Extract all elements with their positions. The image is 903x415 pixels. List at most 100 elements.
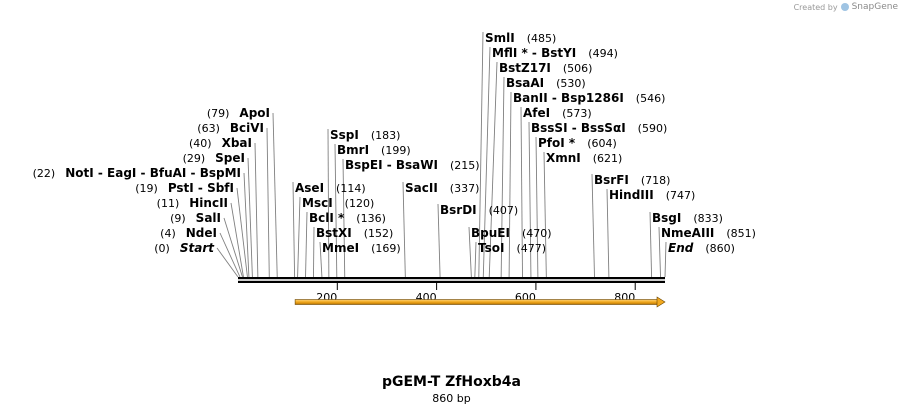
site-label[interactable]: NmeAIII (851)	[661, 226, 756, 240]
enzyme-name[interactable]: SpeI	[215, 151, 245, 165]
site-label[interactable]: BsrFI (718)	[594, 173, 670, 187]
enzyme-name[interactable]: BstZ17I	[499, 61, 551, 75]
site-label[interactable]: (4) NdeI	[160, 226, 217, 240]
site-position: (506)	[563, 62, 593, 75]
enzyme-name[interactable]: BstXI	[316, 226, 352, 240]
enzyme-name[interactable]: BsrFI	[594, 173, 629, 187]
site-label[interactable]: BspEI - BsaWI (215)	[345, 158, 480, 172]
site-label[interactable]: MscI (120)	[302, 196, 374, 210]
site-label[interactable]: BssSI - BssSαI (590)	[531, 121, 667, 135]
enzyme-name[interactable]: XmnI	[546, 151, 581, 165]
enzyme-name[interactable]: SspI	[330, 128, 359, 142]
site-label[interactable]: End (860)	[668, 241, 735, 255]
enzyme-name[interactable]: MmeI	[322, 241, 359, 255]
site-label[interactable]: (0) Start	[154, 241, 215, 255]
site-position: (11)	[157, 197, 180, 210]
site-position: (199)	[381, 144, 411, 157]
enzyme-name[interactable]: MflI * - BstYI	[492, 46, 576, 60]
site-label[interactable]: BpuEI (470)	[471, 226, 552, 240]
site-position: (120)	[345, 197, 375, 210]
site-position: (851)	[726, 227, 756, 240]
site-label[interactable]: (9) SalI	[170, 211, 221, 225]
feature-arrow[interactable]	[294, 296, 666, 308]
enzyme-name[interactable]: BssSI - BssSαI	[531, 121, 626, 135]
enzyme-name[interactable]: BanII - Bsp1286I	[513, 91, 624, 105]
site-position: (573)	[562, 107, 592, 120]
site-position: (747)	[666, 189, 696, 202]
svg-text:BssSI - BssSαI(590): BssSI - BssSαI (590)	[531, 121, 667, 135]
site-label[interactable]: (29) SpeI	[183, 151, 245, 165]
site-label[interactable]: AseI (114)	[295, 181, 366, 195]
site-label[interactable]: MmeI (169)	[322, 241, 401, 255]
enzyme-name[interactable]: BmrI	[337, 143, 369, 157]
site-label[interactable]: BmrI (199)	[337, 143, 411, 157]
site-position: (530)	[556, 77, 586, 90]
enzyme-name[interactable]: AseI	[295, 181, 324, 195]
sequence-marker-name[interactable]: Start	[180, 241, 215, 255]
site-position: (407)	[489, 204, 519, 217]
site-label[interactable]: BstXI (152)	[316, 226, 393, 240]
leader-line	[236, 187, 248, 278]
enzyme-name[interactable]: BciVI	[230, 121, 264, 135]
site-label[interactable]: (40) XbaI	[189, 136, 252, 150]
site-label[interactable]: (79) ApoI	[207, 106, 270, 120]
enzyme-name[interactable]: TsoI	[478, 241, 504, 255]
enzyme-name[interactable]: HindIII	[609, 188, 654, 202]
site-label[interactable]: AfeI (573)	[523, 106, 592, 120]
site-label[interactable]: BsaAI (530)	[506, 76, 586, 90]
feature-arrowhead[interactable]	[656, 296, 666, 308]
enzyme-name[interactable]: XbaI	[222, 136, 252, 150]
site-position: (63)	[197, 122, 220, 135]
svg-text:(79)ApoI: (79) ApoI	[207, 106, 270, 120]
enzyme-name[interactable]: MscI	[302, 196, 333, 210]
leader-line	[474, 241, 477, 278]
enzyme-name[interactable]: BspEI - BsaWI	[345, 158, 438, 172]
enzyme-name[interactable]: BsrDI	[440, 203, 477, 217]
site-label[interactable]: MflI * - BstYI (494)	[492, 46, 618, 60]
site-label[interactable]: BsrDI (407)	[440, 203, 518, 217]
site-label[interactable]: BstZ17I (506)	[499, 61, 592, 75]
site-label[interactable]: (11) HincII	[157, 196, 228, 210]
enzyme-name[interactable]: BsgI	[652, 211, 681, 225]
enzyme-name[interactable]: BclI *	[309, 211, 345, 225]
svg-text:BanII - Bsp1286I(546): BanII - Bsp1286I (546)	[513, 91, 665, 105]
enzyme-name[interactable]: SacII	[405, 181, 438, 195]
site-label[interactable]: BanII - Bsp1286I (546)	[513, 91, 665, 105]
enzyme-name[interactable]: NdeI	[186, 226, 217, 240]
enzyme-name[interactable]: BsaAI	[506, 76, 544, 90]
enzyme-name[interactable]: SalI	[196, 211, 221, 225]
leader-line	[535, 136, 539, 278]
site-position: (860)	[705, 242, 735, 255]
svg-text:AfeI(573): AfeI (573)	[523, 106, 592, 120]
svg-text:(22)NotI - EagI - BfuAI -: (22) NotI - EagI - BfuAI - BspMI	[33, 166, 241, 180]
enzyme-name[interactable]: PstI - SbfI	[168, 181, 234, 195]
site-label[interactable]: SmlI (485)	[485, 31, 556, 45]
site-label[interactable]: HindIII (747)	[609, 188, 695, 202]
enzyme-name[interactable]: HincII	[189, 196, 228, 210]
site-label[interactable]: (22) NotI - EagI - BfuAI - BspMI	[33, 166, 241, 180]
site-label[interactable]: TsoI (477)	[478, 241, 546, 255]
enzyme-name[interactable]: ApoI	[239, 106, 270, 120]
site-label[interactable]: BclI * (136)	[309, 211, 386, 225]
site-label[interactable]: (19) PstI - SbfI	[135, 181, 234, 195]
site-position: (40)	[189, 137, 212, 150]
site-position: (169)	[371, 242, 401, 255]
enzyme-name[interactable]: SmlI	[485, 31, 515, 45]
enzyme-name[interactable]: BpuEI	[471, 226, 510, 240]
site-label[interactable]: SspI (183)	[330, 128, 400, 142]
feature-body[interactable]	[294, 299, 659, 305]
enzyme-name[interactable]: NmeAIII	[661, 226, 714, 240]
leader-line	[254, 142, 259, 278]
enzyme-name[interactable]: PfoI *	[538, 136, 576, 150]
site-label[interactable]: BsgI (833)	[652, 211, 723, 225]
site-position: (833)	[693, 212, 723, 225]
enzyme-name[interactable]: AfeI	[523, 106, 550, 120]
site-label[interactable]: PfoI * (604)	[538, 136, 617, 150]
leader-line	[520, 106, 523, 278]
linear-map: 200 400 600 800 (0) Start(4) NdeI(9) SalI(11) H…	[33, 31, 756, 308]
site-label[interactable]: XmnI (621)	[546, 151, 622, 165]
site-label[interactable]: (63) BciVI	[197, 121, 264, 135]
enzyme-name[interactable]: NotI - EagI - BfuAI - BspMI	[65, 166, 241, 180]
sequence-marker-name[interactable]: End	[668, 241, 694, 255]
site-label[interactable]: SacII (337)	[405, 181, 479, 195]
